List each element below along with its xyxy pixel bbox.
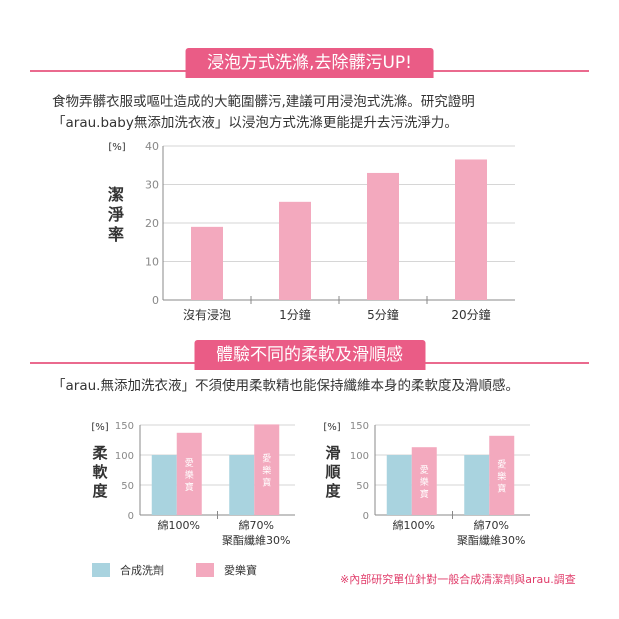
y-tick-label: 0 bbox=[152, 294, 159, 307]
y-axis-label-char: 潔 bbox=[108, 185, 124, 204]
bar bbox=[386, 455, 412, 515]
y-axis-label-char: 順 bbox=[324, 463, 341, 481]
bar bbox=[455, 159, 487, 300]
legend-label-arau: 愛樂寶 bbox=[224, 564, 257, 577]
y-unit: [%] bbox=[323, 422, 340, 433]
legend-label-synthetic: 合成洗劑 bbox=[120, 564, 164, 577]
x-tick-label: 綿70% bbox=[474, 518, 509, 532]
bar bbox=[254, 424, 280, 515]
x-tick-label: 1分鐘 bbox=[279, 307, 311, 322]
y-unit: [%] bbox=[91, 422, 108, 433]
legend-swatch-arau bbox=[196, 563, 214, 577]
y-axis-label-char: 度 bbox=[325, 482, 341, 500]
section1-text: 食物弄髒衣服或嘔吐造成的大範圍髒污,建議可用浸泡式洗滌。研究證明 「arau.b… bbox=[52, 92, 589, 134]
y-tick-label: 40 bbox=[145, 140, 159, 153]
bar bbox=[279, 201, 311, 300]
legend-swatch-synthetic bbox=[92, 563, 110, 577]
x-tick-label: 5分鐘 bbox=[367, 307, 399, 322]
bar bbox=[151, 455, 177, 515]
section1-text-line1: 食物弄髒衣服或嘔吐造成的大範圍髒污,建議可用浸泡式洗滌。研究證明 bbox=[52, 94, 475, 110]
y-tick-label: 100 bbox=[115, 451, 134, 462]
y-axis-label-char: 柔 bbox=[92, 444, 108, 462]
bar-label: 樂 bbox=[262, 465, 271, 477]
y-tick-label: 50 bbox=[121, 481, 134, 492]
x-tick-label: 沒有浸泡 bbox=[183, 308, 231, 322]
y-unit: [%] bbox=[108, 142, 125, 153]
bar bbox=[411, 447, 437, 515]
section1-header: 浸泡方式洗滌,去除髒污UP! bbox=[0, 48, 619, 78]
y-tick-label: 150 bbox=[115, 421, 134, 432]
footnote: ※內部研究單位針對一般合成清潔劑與arau.調查 bbox=[340, 573, 576, 586]
x-tick-label: 聚酯纖維30% bbox=[457, 533, 525, 547]
y-tick-label: 10 bbox=[145, 256, 159, 269]
y-tick-label: 50 bbox=[356, 481, 369, 492]
section1-text-line2: 「arau.baby無添加洗衣液」以浸泡方式洗滌更能提升去污洗淨力。 bbox=[52, 115, 458, 131]
bar bbox=[367, 172, 399, 300]
y-tick-label: 20 bbox=[145, 217, 159, 230]
bar-label: 愛 bbox=[262, 453, 271, 465]
legend-item-synthetic: 合成洗劑 bbox=[92, 562, 164, 578]
legend: 合成洗劑 愛樂寶 bbox=[92, 562, 289, 578]
x-tick-label: 20分鐘 bbox=[451, 307, 490, 322]
section1-banner: 浸泡方式洗滌,去除髒污UP! bbox=[185, 48, 434, 78]
y-axis-label-char: 滑 bbox=[325, 444, 340, 462]
x-tick-label: 綿100% bbox=[393, 518, 435, 532]
legend-item-arau: 愛樂寶 bbox=[196, 562, 257, 578]
bar-label: 樂 bbox=[185, 469, 194, 481]
bar-label: 樂 bbox=[420, 476, 429, 488]
y-tick-label: 100 bbox=[350, 451, 369, 462]
y-tick-label: 30 bbox=[145, 179, 159, 192]
y-axis-label-char: 軟 bbox=[92, 463, 108, 481]
bar bbox=[191, 226, 223, 300]
y-tick-label: 150 bbox=[350, 421, 369, 432]
section2-header: 體驗不同的柔軟及滑順感 bbox=[0, 340, 619, 370]
x-tick-label: 綿70% bbox=[239, 518, 274, 532]
bar-label: 寶 bbox=[420, 488, 429, 500]
bar bbox=[176, 432, 202, 515]
y-tick-label: 0 bbox=[363, 511, 369, 522]
bar-label: 樂 bbox=[497, 470, 506, 482]
x-tick-label: 聚酯纖維30% bbox=[222, 533, 290, 547]
section2-banner: 體驗不同的柔軟及滑順感 bbox=[194, 340, 425, 370]
y-axis-label-char: 率 bbox=[108, 225, 124, 244]
bar bbox=[489, 435, 515, 515]
y-tick-label: 0 bbox=[128, 511, 134, 522]
bar-label: 愛 bbox=[185, 457, 194, 469]
bar bbox=[464, 455, 490, 515]
bar-label: 愛 bbox=[497, 458, 506, 470]
y-axis-label-char: 淨 bbox=[108, 205, 124, 224]
bar-label: 寶 bbox=[497, 482, 506, 494]
bar-label: 愛 bbox=[420, 464, 429, 476]
y-axis-label-char: 度 bbox=[92, 482, 108, 500]
bar-label: 寶 bbox=[262, 477, 271, 489]
x-tick-label: 綿100% bbox=[158, 518, 200, 532]
bar-label: 寶 bbox=[185, 481, 194, 493]
section2-text-line1: 「arau.無添加洗衣液」不須使用柔軟精也能保持纖維本身的柔軟度及滑順感。 bbox=[52, 378, 519, 394]
bar bbox=[229, 455, 255, 515]
section2-text: 「arau.無添加洗衣液」不須使用柔軟精也能保持纖維本身的柔軟度及滑順感。 bbox=[52, 376, 589, 397]
